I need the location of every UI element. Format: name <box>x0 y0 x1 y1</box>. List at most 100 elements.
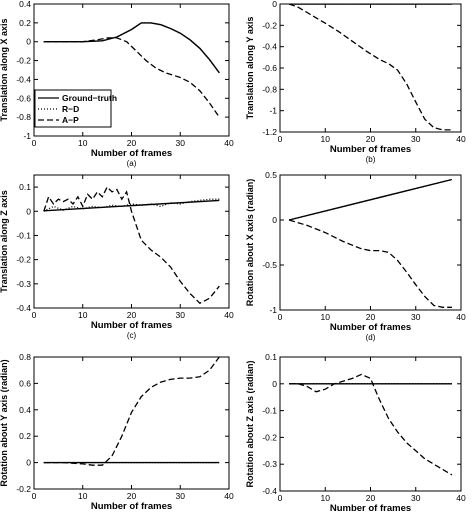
x-tick-label: 10 <box>78 310 88 320</box>
y-tick-label: 0.5 <box>265 170 277 180</box>
x-tick-label: 0 <box>32 491 37 501</box>
subplot-caption: (b) <box>366 155 376 164</box>
y-tick-label: -0.1 <box>16 230 31 240</box>
y-tick-label: -0.2 <box>262 432 277 442</box>
x-tick-label: 20 <box>366 493 376 503</box>
x-tick-label: 0 <box>32 138 37 148</box>
y-tick-label: 0 <box>26 37 31 47</box>
y-tick-label: -0.3 <box>262 459 277 469</box>
y-tick-label: -1 <box>269 106 277 116</box>
x-tick-label: 20 <box>127 491 137 501</box>
y-tick-label: -0.4 <box>262 42 277 52</box>
y-tick-label: -0.1 <box>262 406 277 416</box>
series-line-solid <box>43 22 220 74</box>
x-tick-label: 0 <box>278 134 283 144</box>
series-line-dashed <box>288 4 452 131</box>
x-axis-label: Number of frames <box>91 501 172 512</box>
y-axis-label: Rotation about Z axis (radian) <box>245 360 255 487</box>
legend-label: R−D <box>62 104 79 114</box>
y-axis-label: Translation along X axis <box>0 18 9 121</box>
x-tick-label: 0 <box>32 310 37 320</box>
y-tick-label: -0.8 <box>16 112 31 122</box>
x-tick-label: 30 <box>411 312 421 322</box>
x-axis-label: Number of frames <box>330 322 411 333</box>
y-tick-label: 0.6 <box>19 378 31 388</box>
y-tick-label: 0.4 <box>19 405 31 415</box>
subplot-caption: (d) <box>366 333 376 342</box>
x-tick-label: 0 <box>278 312 283 322</box>
x-tick-label: 30 <box>176 310 186 320</box>
plot-frame <box>33 174 230 309</box>
x-tick-label: 40 <box>456 493 466 503</box>
subplot-f: 0 10 20 30 40 -0.4 -0.3 -0.2 -0.1 0 0.1 Number of f… <box>245 352 466 518</box>
x-tick-label: 20 <box>127 138 137 148</box>
x-tick-label: 20 <box>127 310 137 320</box>
x-axis-label: Number of frames <box>330 144 411 155</box>
y-tick-label: -1 <box>269 305 277 315</box>
series-line-dashed <box>43 186 220 304</box>
y-tick-label: 0.8 <box>19 352 31 362</box>
x-axis-label: Number of frames <box>330 503 411 513</box>
y-tick-label: -0.6 <box>262 63 277 73</box>
y-tick-label: -0.8 <box>262 84 277 94</box>
y-tick-label: -0.4 <box>16 74 31 84</box>
x-tick-label: 20 <box>366 134 376 144</box>
x-tick-label: 10 <box>78 491 88 501</box>
subplot-caption: (c) <box>127 331 137 340</box>
y-tick-label: 0.1 <box>265 352 277 362</box>
y-tick-label: 0 <box>272 0 277 9</box>
x-tick-label: 0 <box>278 493 283 503</box>
y-tick-label: -0.4 <box>16 303 31 313</box>
plot-frame <box>279 356 462 492</box>
y-axis-label: Translation along Y axis <box>245 17 255 120</box>
series-line-dotted <box>43 22 220 74</box>
series-line-dashed <box>288 219 452 308</box>
y-tick-label: -0.2 <box>16 484 31 494</box>
plot-frame <box>279 3 462 133</box>
y-tick-label: 0 <box>26 458 31 468</box>
series-line-dashed <box>289 373 453 476</box>
y-tick-label: -0.6 <box>16 93 31 103</box>
plot-frame <box>279 174 462 311</box>
subplot-b: 0 10 20 30 40 -1.2 -1 -0.8 -0.6 -0.4 -0.2 0 Number o… <box>245 0 466 164</box>
y-tick-label: -0.2 <box>262 20 277 30</box>
x-tick-label: 10 <box>78 138 88 148</box>
x-tick-label: 10 <box>321 312 331 322</box>
x-tick-label: 40 <box>224 138 234 148</box>
subplot-d: 0 10 20 30 40 -1 -0.5 0 0.5 Number of frames Rotat… <box>245 170 466 342</box>
x-tick-label: 30 <box>411 493 421 503</box>
y-axis-label: Rotation about X axis (radian) <box>245 179 255 307</box>
series-line-dashed <box>43 37 220 118</box>
y-tick-label: 0 <box>272 215 277 225</box>
y-axis-label: Rotation about Y axis (radian) <box>0 359 9 486</box>
x-tick-label: 40 <box>456 312 466 322</box>
x-tick-label: 30 <box>176 491 186 501</box>
subplot-a: 0 10 20 30 40 -1 -0.8 -0.6 -0.4 -0.2 0 0.2 0.4 Number… <box>0 0 234 168</box>
x-tick-label: 30 <box>411 134 421 144</box>
series-line-dashed <box>43 357 220 466</box>
x-tick-label: 30 <box>176 138 186 148</box>
series-line-dotted <box>288 178 453 221</box>
y-tick-label: -0.4 <box>262 486 277 496</box>
x-tick-label: 40 <box>224 491 234 501</box>
y-tick-label: 0.2 <box>19 18 31 28</box>
y-axis-label: Translation along Z axis <box>0 190 9 293</box>
x-tick-label: 40 <box>224 310 234 320</box>
x-tick-label: 40 <box>456 134 466 144</box>
subplot-c: 0 10 20 30 40 -0.4 -0.3 -0.2 -0.1 0 0.1 Number of f… <box>0 174 234 340</box>
x-axis-label: Number of frames <box>91 148 172 159</box>
x-tick-label: 10 <box>321 134 331 144</box>
y-tick-label: -1 <box>23 131 31 141</box>
y-tick-label: 0.1 <box>19 182 31 192</box>
y-tick-label: 0.4 <box>19 0 31 9</box>
y-tick-label: -1.2 <box>262 127 277 137</box>
x-tick-label: 20 <box>366 312 376 322</box>
legend-label: A−P <box>62 115 79 125</box>
y-tick-label: 0.2 <box>19 431 31 441</box>
legend-label: Ground−truth <box>62 93 117 103</box>
y-tick-label: 0 <box>272 379 277 389</box>
